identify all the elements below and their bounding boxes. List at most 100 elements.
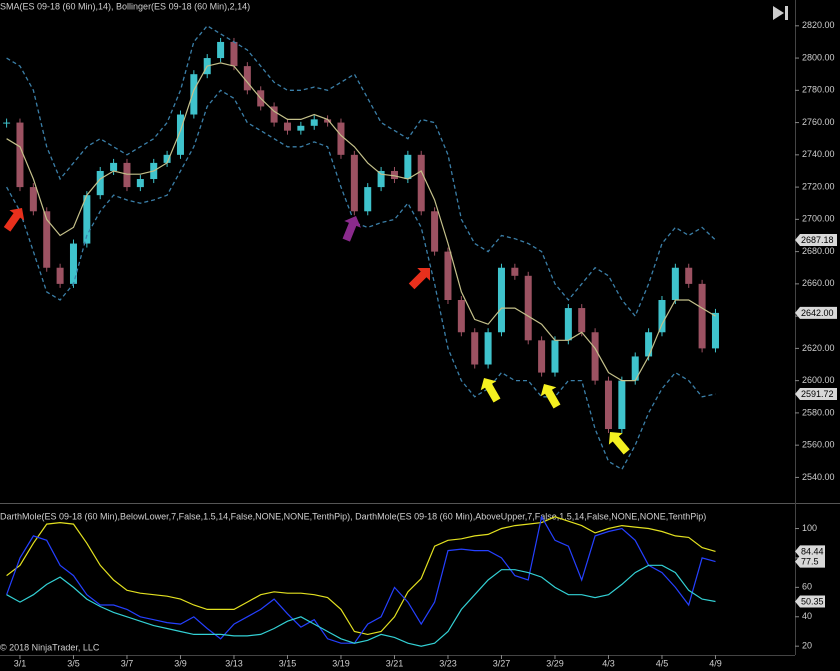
candle xyxy=(631,356,639,381)
y-tick-label: 2680.00 xyxy=(802,246,835,256)
candle xyxy=(283,122,291,131)
indicator-title: DarthMole(ES 09-18 (60 Min),BelowLower,7… xyxy=(0,511,706,521)
arrow xyxy=(480,378,501,403)
candle xyxy=(404,154,412,180)
candle xyxy=(417,154,425,212)
candle xyxy=(390,170,398,180)
x-tick-label: 3/19 xyxy=(332,658,350,668)
y-tick-label: 60 xyxy=(802,582,812,592)
price-marker-label: 2642.00 xyxy=(801,308,834,318)
candle xyxy=(591,332,599,381)
x-tick-label: 3/13 xyxy=(225,658,243,668)
y-tick-label: 2660.00 xyxy=(802,278,835,288)
x-tick-label: 3/9 xyxy=(174,658,187,668)
candle xyxy=(43,211,51,268)
candle xyxy=(431,211,439,252)
candle xyxy=(377,170,385,188)
y-tick-label: 2720.00 xyxy=(802,181,835,191)
candle xyxy=(658,300,666,333)
x-tick-label: 3/1 xyxy=(14,658,27,668)
indicator-line xyxy=(6,515,716,644)
y-tick-label: 2560.00 xyxy=(802,440,835,450)
x-tick-label: 3/29 xyxy=(546,658,564,668)
value-marker-label: 77.5 xyxy=(801,556,819,566)
candle xyxy=(457,300,465,333)
candle xyxy=(217,41,225,59)
y-tick-label: 2780.00 xyxy=(802,85,835,95)
x-tick-label: 3/23 xyxy=(439,658,457,668)
candle xyxy=(698,283,706,349)
y-tick-label: 2740.00 xyxy=(802,149,835,159)
value-marker xyxy=(795,545,825,558)
candle xyxy=(337,122,345,155)
y-tick-label: 2820.00 xyxy=(802,20,835,30)
value-marker-label: 84.44 xyxy=(801,546,824,556)
candle xyxy=(297,125,305,131)
candle xyxy=(56,267,64,284)
y-tick-label: 2800.00 xyxy=(802,52,835,62)
candle xyxy=(511,267,519,276)
candle xyxy=(711,312,719,349)
y-tick-label: 100 xyxy=(802,523,817,533)
candle xyxy=(83,195,91,244)
chart-title: SMA(ES 09-18 (60 Min),14), Bollinger(ES … xyxy=(0,1,250,11)
x-tick-label: 3/15 xyxy=(279,658,297,668)
y-tick-label: 2620.00 xyxy=(802,343,835,353)
candle xyxy=(671,267,679,300)
candle xyxy=(471,332,479,365)
collapse-icon-bar[interactable] xyxy=(785,6,788,20)
candle xyxy=(136,179,144,188)
arrow xyxy=(342,216,361,242)
value-marker xyxy=(795,555,825,568)
candle xyxy=(29,187,37,212)
value-marker xyxy=(795,595,825,608)
candle xyxy=(645,332,653,357)
y-tick-label: 40 xyxy=(802,611,812,621)
arrow xyxy=(608,432,630,455)
y-tick-label: 2700.00 xyxy=(802,214,835,224)
candle xyxy=(685,267,693,284)
candle xyxy=(484,332,492,365)
arrow xyxy=(540,384,561,409)
candle xyxy=(310,119,318,126)
y-tick-label: 2760.00 xyxy=(802,117,835,127)
candle xyxy=(524,275,532,341)
collapse-icon[interactable] xyxy=(773,6,784,20)
candle xyxy=(230,41,238,67)
value-marker-label: 50.35 xyxy=(801,596,824,606)
y-tick-label: 2600.00 xyxy=(802,375,835,385)
price-marker xyxy=(795,388,837,400)
candle xyxy=(16,122,24,188)
y-tick-label: 2580.00 xyxy=(802,407,835,417)
indicator-line xyxy=(6,564,716,647)
candle xyxy=(578,308,586,333)
x-tick-label: 3/5 xyxy=(67,658,80,668)
candle xyxy=(350,154,358,212)
candle xyxy=(538,340,546,373)
candle xyxy=(110,162,118,171)
arrow xyxy=(3,208,25,232)
candle xyxy=(551,340,559,373)
price-marker xyxy=(795,306,837,319)
candle xyxy=(243,66,251,91)
candle xyxy=(324,119,332,123)
candle xyxy=(190,74,198,115)
x-tick-label: 4/5 xyxy=(656,658,669,668)
price-marker-label: 2687.18 xyxy=(801,235,834,245)
arrows xyxy=(3,208,630,455)
candle xyxy=(444,251,452,300)
y-tick-label: 2540.00 xyxy=(802,472,835,482)
candle xyxy=(618,380,626,430)
copyright: © 2018 NinjaTrader, LLC xyxy=(0,642,100,652)
candle xyxy=(96,170,104,196)
collapse-button[interactable] xyxy=(773,6,788,20)
x-tick-label: 4/9 xyxy=(709,658,722,668)
arrow xyxy=(408,268,430,290)
sma-line xyxy=(6,62,716,382)
y-tick-label: 20 xyxy=(802,641,812,651)
price-marker-label: 2591.72 xyxy=(801,389,834,399)
candle xyxy=(123,162,131,188)
bollinger-band xyxy=(6,89,716,471)
